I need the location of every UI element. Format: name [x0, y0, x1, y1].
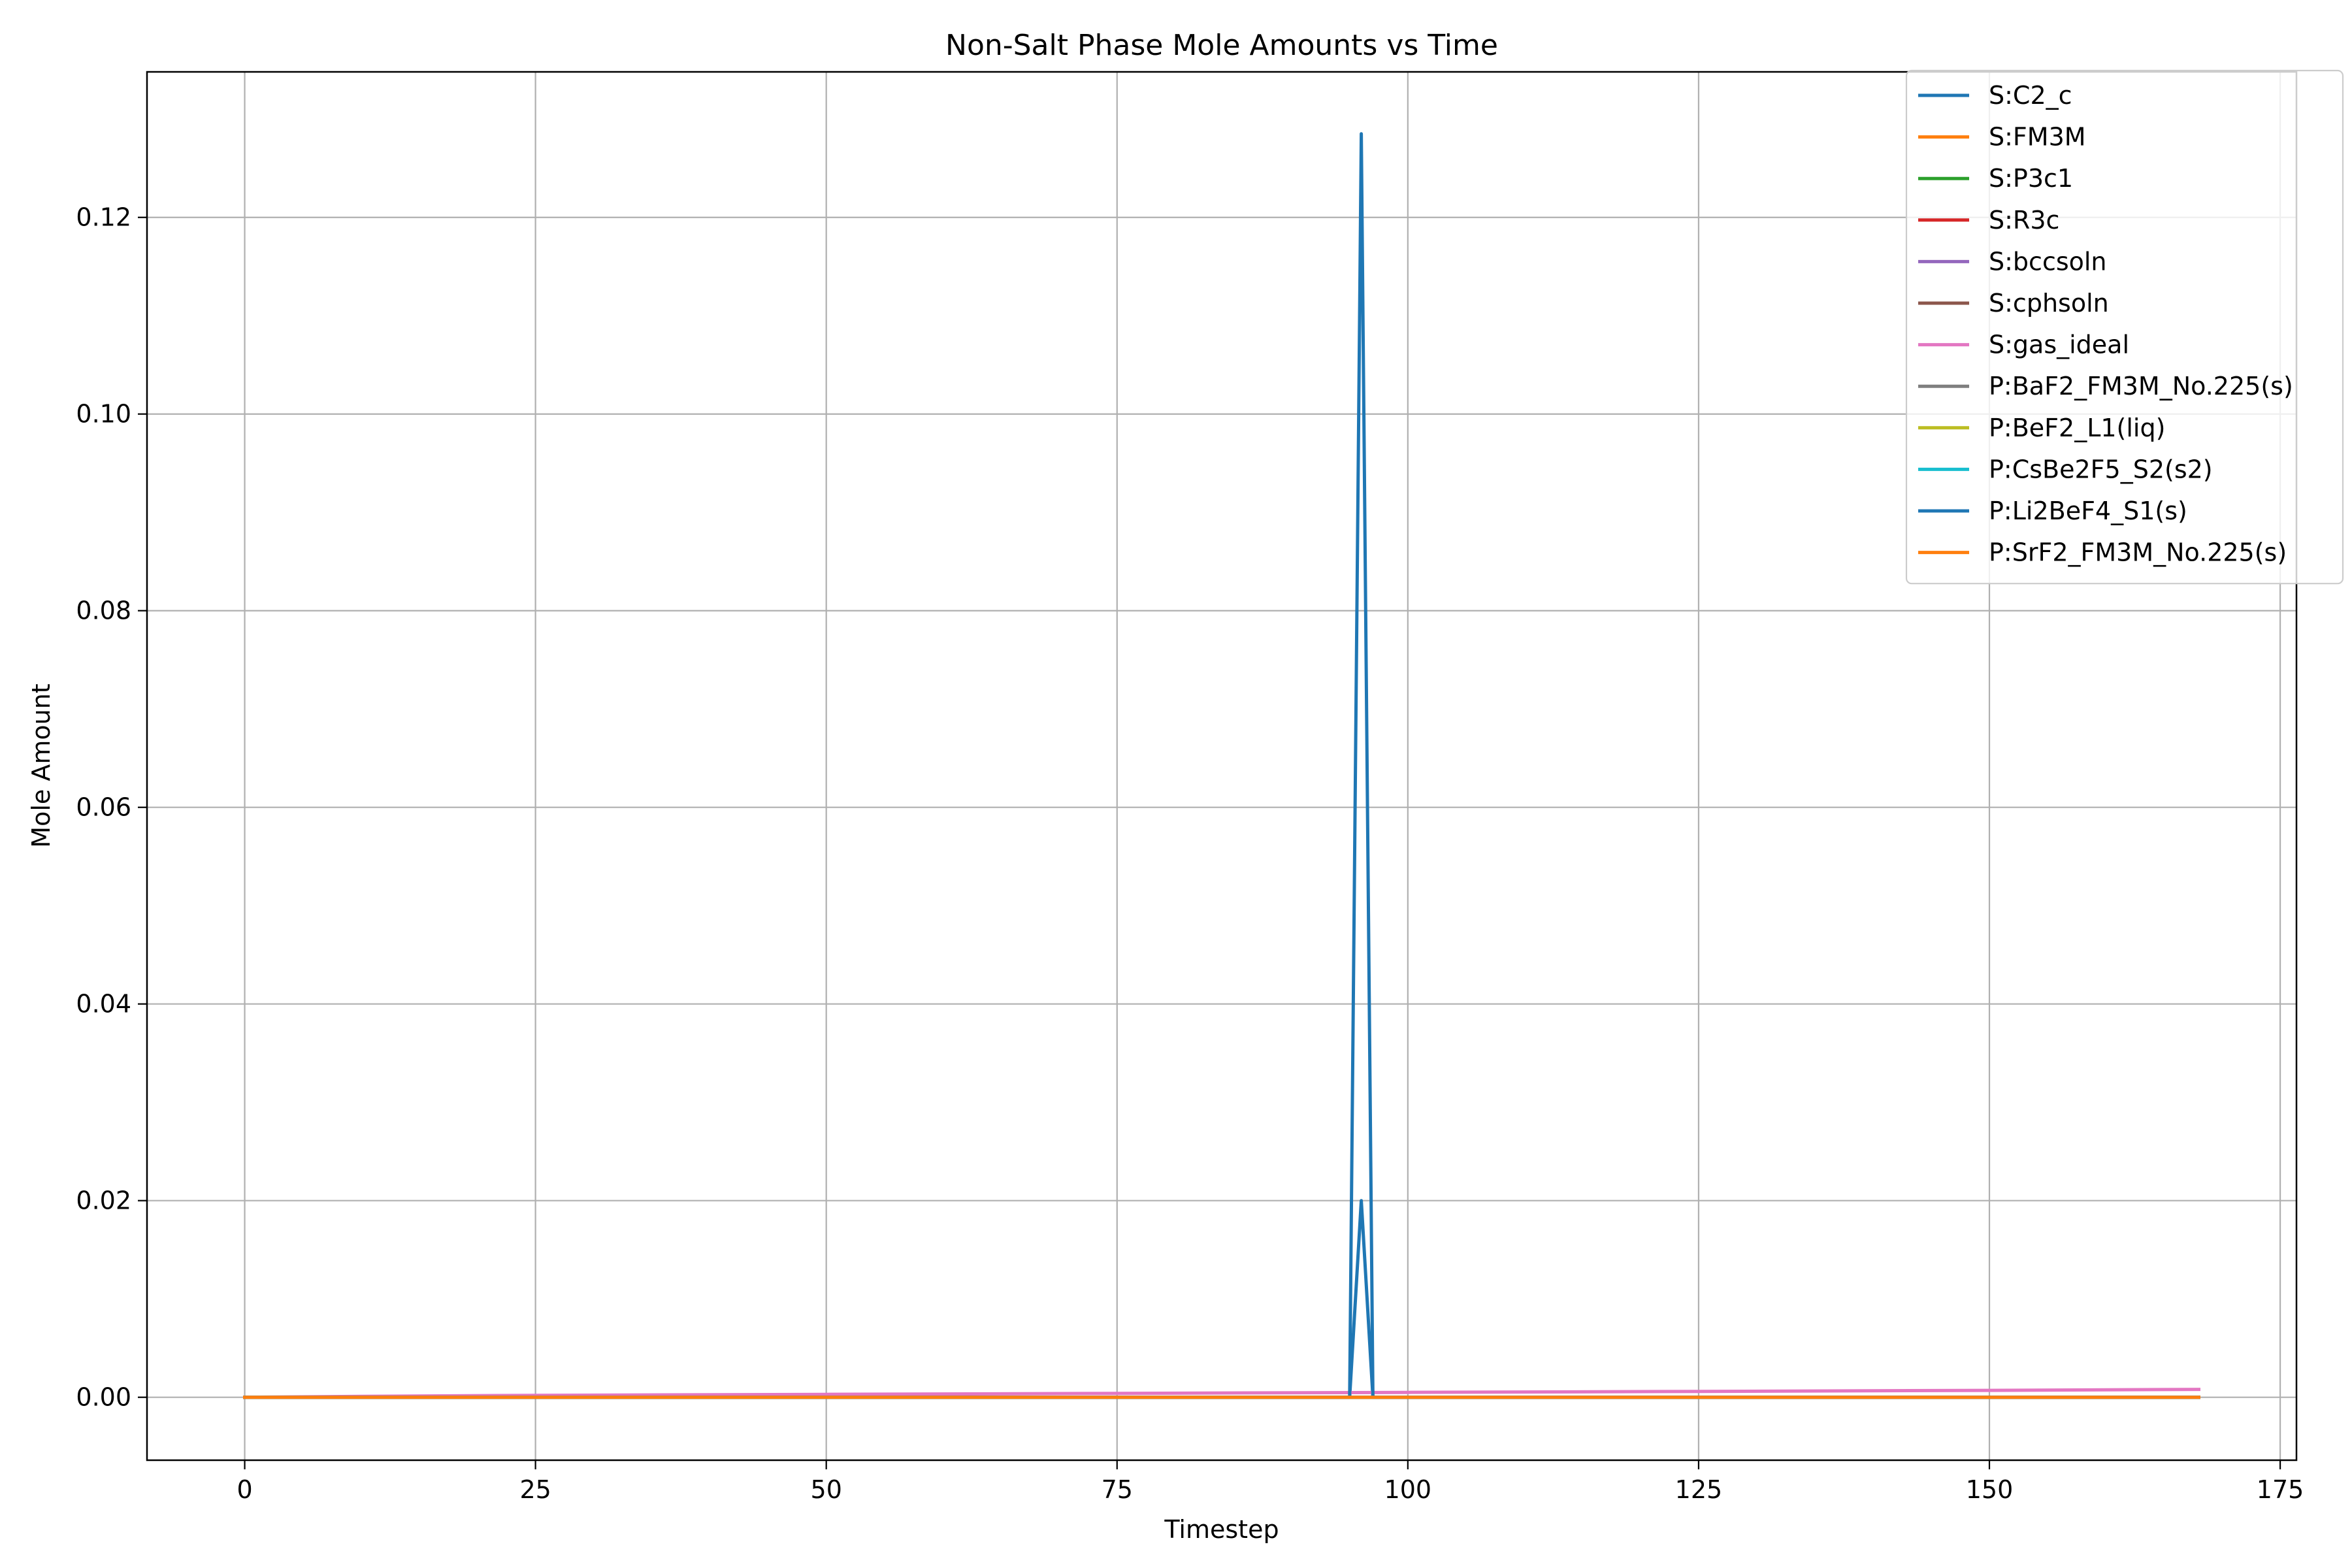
legend-label: P:CsBe2F5_S2(s2) — [1989, 455, 2213, 483]
y-tick-label: 0.06 — [76, 793, 131, 822]
x-tick-label: 0 — [237, 1475, 252, 1504]
legend-label: S:gas_ideal — [1989, 331, 2129, 359]
x-tick-label: 50 — [811, 1475, 842, 1504]
legend-label: P:BeF2_L1(liq) — [1989, 414, 2165, 442]
legend-label: S:bccsoln — [1989, 247, 2107, 276]
x-tick-label: 100 — [1384, 1475, 1432, 1504]
legend-label: S:R3c — [1989, 206, 2059, 235]
plot-frame — [146, 71, 2298, 1462]
x-tick-label: 175 — [2257, 1475, 2304, 1504]
x-tick-label: 25 — [519, 1475, 551, 1504]
legend-label: S:FM3M — [1989, 123, 2086, 152]
legend-label: S:cphsoln — [1989, 289, 2109, 318]
chart-title: Non-Salt Phase Mole Amounts vs Time — [945, 29, 1498, 62]
y-tick-label: 0.00 — [76, 1383, 131, 1412]
legend-box — [1905, 69, 2344, 585]
y-tick-label: 0.08 — [76, 596, 131, 625]
data-series — [242, 132, 2201, 1399]
axis-ticks: 0 25 50 75 100 125 150 175 0.00 0.02 0.04 0.06 0.08 0… — [76, 203, 2304, 1504]
x-tick-label: 125 — [1675, 1475, 1723, 1504]
y-tick-label: 0.02 — [76, 1186, 131, 1215]
x-tick-label: 150 — [1966, 1475, 2014, 1504]
legend-label: P:Li2BeF4_S1(s) — [1989, 497, 2187, 525]
y-tick-label: 0.12 — [76, 203, 131, 232]
legend-label: P:BaF2_FM3M_No.225(s) — [1989, 372, 2293, 400]
legend-label: S:P3c1 — [1989, 164, 2073, 193]
legend-label: P:SrF2_FM3M_No.225(s) — [1989, 538, 2287, 567]
y-tick-label: 0.10 — [76, 400, 131, 429]
legend: S:C2_c S:FM3M S:P3c1 S:R3c S:bccsoln S:cphsol… — [1905, 69, 2344, 585]
x-tick-label: 75 — [1102, 1475, 1133, 1504]
legend-label: S:C2_c — [1989, 81, 2072, 110]
grid-lines — [147, 72, 2296, 1460]
y-axis-label: Mole Amount — [27, 683, 56, 847]
x-axis-label: Timestep — [1164, 1515, 1279, 1544]
y-tick-label: 0.04 — [76, 990, 131, 1019]
